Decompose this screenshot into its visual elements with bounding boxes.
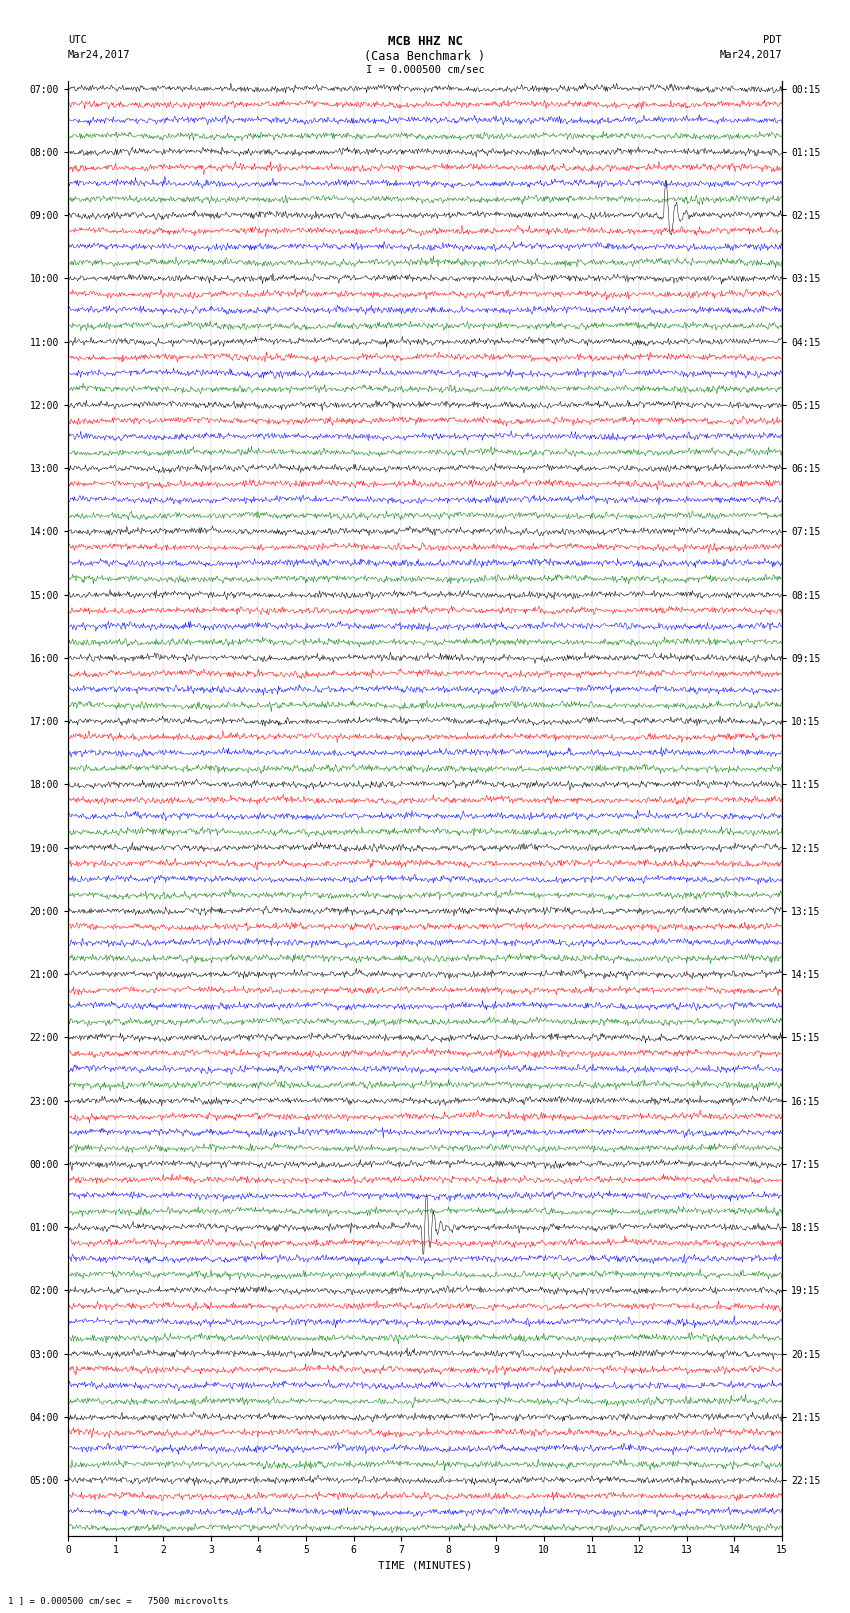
Text: Mar24,2017: Mar24,2017 — [68, 50, 131, 60]
Text: MCB HHZ NC: MCB HHZ NC — [388, 35, 462, 48]
Text: Mar24,2017: Mar24,2017 — [719, 50, 782, 60]
Text: UTC: UTC — [68, 35, 87, 45]
Text: PDT: PDT — [763, 35, 782, 45]
Text: I = 0.000500 cm/sec: I = 0.000500 cm/sec — [366, 65, 484, 74]
Text: 1 ] = 0.000500 cm/sec =   7500 microvolts: 1 ] = 0.000500 cm/sec = 7500 microvolts — [8, 1595, 229, 1605]
X-axis label: TIME (MINUTES): TIME (MINUTES) — [377, 1561, 473, 1571]
Text: (Casa Benchmark ): (Casa Benchmark ) — [365, 50, 485, 63]
